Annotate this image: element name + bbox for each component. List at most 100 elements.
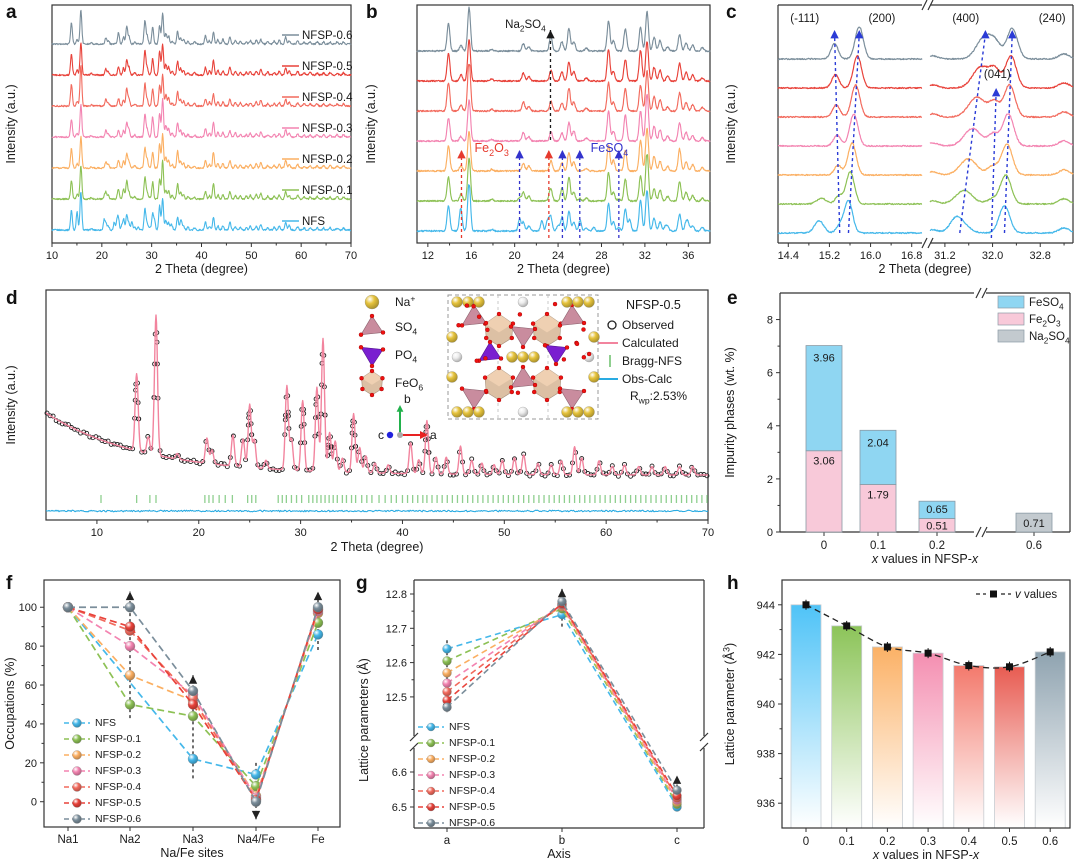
svg-text:Na2SO4: Na2SO4 [1029, 331, 1070, 345]
svg-text:NFSP-0.5: NFSP-0.5 [95, 797, 141, 809]
svg-text:a: a [430, 428, 437, 442]
svg-text:(400): (400) [952, 13, 979, 25]
bar-segment [859, 429, 897, 485]
svg-text:FeSO4: FeSO4 [1029, 297, 1064, 311]
panel-g-legend: NFS NFSP-0.1 NFSP-0.2 NFSP-0.3 NFSP-0.4 NFSP-… [418, 721, 495, 829]
svg-text:16.8: 16.8 [901, 250, 922, 262]
panel-h-legend: v values [976, 589, 1057, 601]
panel-h: 936 938 940 942 944 0 0.1 0.2 0.3 0.4 0.5 0.6 x valu… [718, 570, 1080, 862]
panel-d-legend: NFSP-0.5 Observed Calculated Bragg-NFS Obs-C… [598, 298, 687, 406]
svg-text:NFSP-0.5: NFSP-0.5 [626, 298, 681, 312]
svg-text:FeO6: FeO6 [395, 376, 423, 393]
cell-volume-bar-chart: 936 938 940 942 944 0 0.1 0.2 0.3 0.4 0.5 0.6 x valu… [721, 579, 1071, 862]
svg-text:0: 0 [31, 797, 37, 809]
svg-text:NFSP-0.2: NFSP-0.2 [95, 749, 141, 761]
peakshift-trace-NFS-seg1 [929, 205, 1074, 235]
panel-d-letter: d [6, 288, 18, 309]
svg-text:70: 70 [702, 527, 714, 539]
svg-text:0.6: 0.6 [1042, 836, 1058, 848]
svg-text:12.8: 12.8 [386, 589, 407, 601]
v-values-markers [802, 599, 1054, 672]
difference-curve [45, 509, 709, 513]
svg-text:Na2: Na2 [119, 834, 140, 846]
peakshift-trace-NFSP-0.5-seg1 [929, 55, 1074, 90]
svg-text:NFSP-0.4: NFSP-0.4 [95, 781, 141, 793]
svg-text:6: 6 [767, 368, 773, 380]
svg-text:0: 0 [767, 527, 773, 539]
panel-f-letter: f [6, 573, 13, 594]
svg-text:40: 40 [25, 719, 37, 731]
bar-value-labels: 3.96 3.06 2.04 1.79 0.65 0.51 0.71 [813, 353, 1044, 533]
volume-bar [871, 646, 903, 829]
svg-text:0.1: 0.1 [839, 836, 855, 848]
svg-text:Intensity (a.u.): Intensity (a.u.) [364, 84, 378, 163]
svg-text:NFS: NFS [302, 216, 325, 228]
svg-text:36: 36 [682, 250, 694, 262]
svg-text:50: 50 [498, 527, 510, 539]
peakshift-trace-NFSP-0.4-seg1 [929, 83, 1074, 119]
svg-text:NFSP-0.6: NFSP-0.6 [302, 30, 353, 42]
svg-text:2 Theta (degree): 2 Theta (degree) [879, 262, 972, 276]
peakshift-trace-NFSP-0.1-seg1 [929, 174, 1074, 206]
svg-text:14.4: 14.4 [778, 250, 799, 262]
xrd-zoom-trace-NFSP-0.2 [416, 127, 711, 173]
rietveld-refinement-chart: 10 20 30 40 50 60 70 2 Theta (degree) Intensity … [4, 289, 714, 554]
svg-text:Obs-Calc: Obs-Calc [622, 372, 672, 386]
bar-segment [859, 484, 897, 533]
peakshift-trace-NFSP-0.3-seg1 [929, 113, 1074, 148]
lattice-series-NFSP-0.6 [442, 596, 682, 795]
xrd-zoom-trace-NFSP-0.1 [416, 154, 711, 203]
svg-text:16: 16 [465, 250, 477, 262]
svg-text:12: 12 [422, 250, 434, 262]
svg-text:Na1: Na1 [57, 834, 78, 846]
svg-text:3.96: 3.96 [813, 353, 834, 365]
svg-text:c: c [378, 428, 384, 442]
svg-text:(240): (240) [1039, 13, 1066, 25]
svg-text:4: 4 [767, 421, 773, 433]
svg-text:6.5: 6.5 [392, 802, 407, 814]
volume-bar [912, 652, 944, 829]
xrd-zoom-trace-NFSP-0.3 [416, 93, 711, 143]
svg-text:NFSP-0.2: NFSP-0.2 [302, 154, 353, 166]
svg-text:Impurity phases (wt. %): Impurity phases (wt. %) [723, 347, 737, 478]
svg-text:b: b [559, 835, 565, 847]
svg-text:30: 30 [146, 250, 158, 262]
svg-text:0.65: 0.65 [926, 504, 947, 516]
svg-text:1.79: 1.79 [867, 489, 888, 501]
svg-text:2.04: 2.04 [867, 437, 888, 449]
panel-c-letter: c [726, 2, 737, 23]
svg-text:15.2: 15.2 [819, 250, 840, 262]
lattice-parameters-chart: 12.5 12.6 12.7 12.8 6.5 6.6 a b c Axis Lattice par… [356, 579, 709, 861]
svg-text:20: 20 [193, 527, 205, 539]
crystal-structure [446, 294, 600, 420]
svg-text:32.0: 32.0 [982, 250, 1003, 262]
svg-text:16.0: 16.0 [860, 250, 881, 262]
xrd-zoom-trace-NFS [416, 184, 711, 233]
panel-h-letter: h [727, 573, 739, 594]
svg-text:x values in NFSP-x: x values in NFSP-x [872, 848, 980, 862]
panel-e: 0 2 4 6 8 Impurity phases (wt. %) x values in … [718, 285, 1080, 570]
svg-text:0: 0 [821, 540, 827, 552]
svg-text:24: 24 [552, 250, 564, 262]
svg-text:940: 940 [757, 699, 775, 711]
svg-text:Axis: Axis [547, 847, 571, 861]
annotation-2: FeSO4 [515, 141, 628, 238]
svg-text:b: b [404, 392, 411, 406]
svg-text:Fe2O3: Fe2O3 [1029, 314, 1061, 328]
panel-f: 0 20 40 60 80 100 Na1 Na2 Na3 Na4/Fe Fe Na/Fe sites… [0, 570, 352, 862]
xrd-zoom-trace-NFSP-0.4 [416, 63, 711, 113]
svg-text:12.5: 12.5 [386, 692, 407, 704]
impurity-bars [805, 345, 1053, 533]
svg-text:(041): (041) [984, 69, 1011, 81]
svg-text:NFSP-0.1: NFSP-0.1 [449, 737, 495, 749]
volume-bar [1034, 651, 1066, 829]
volume-bars [790, 604, 1066, 829]
panel-f-legend: NFS NFSP-0.1 NFSP-0.2 NFSP-0.3 NFSP-0.4 NFSP-… [64, 717, 141, 825]
svg-text:936: 936 [757, 798, 775, 810]
bar-segment [805, 450, 843, 533]
svg-text:0.5: 0.5 [1002, 836, 1018, 848]
peakshift-trace-NFSP-0.5-seg0 [777, 54, 923, 90]
svg-text:12.7: 12.7 [386, 623, 407, 635]
xrd-zoom-trace-NFSP-0.5 [416, 39, 711, 83]
